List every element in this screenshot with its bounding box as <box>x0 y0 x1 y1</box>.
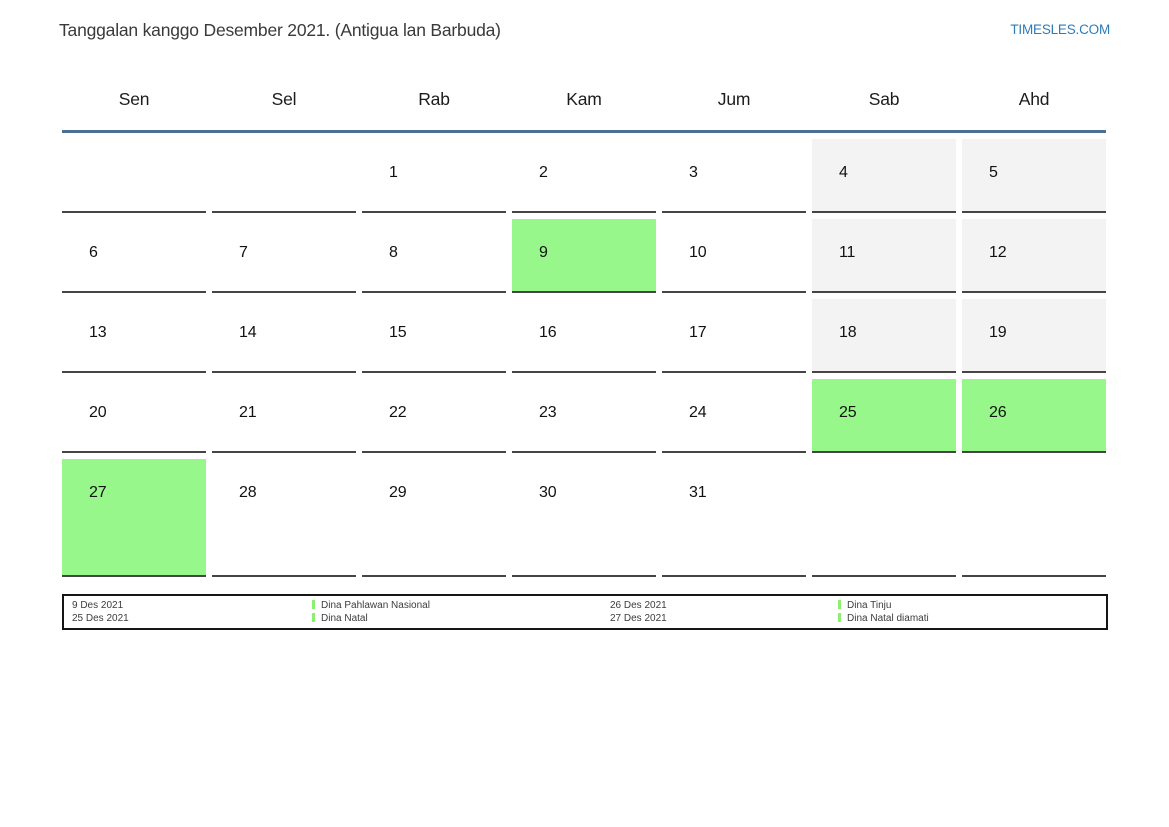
week-row: 6 7 8 9 10 11 12 <box>62 219 1106 293</box>
day-cell-22: 22 <box>362 379 506 453</box>
holiday-marker-icon <box>838 600 841 609</box>
day-cell-29: 29 <box>362 459 506 577</box>
day-cell-empty <box>962 459 1106 577</box>
legend-date: 27 Des 2021 <box>610 613 667 624</box>
day-cell-27: 27 <box>62 459 206 577</box>
legend-holiday-label: Dina Natal diamati <box>847 613 929 624</box>
legend-labels-column: Dina Pahlawan Nasional Dina Natal <box>312 599 430 625</box>
site-link[interactable]: TIMESLES.COM <box>1010 22 1110 37</box>
legend-dates-column: 9 Des 2021 25 Des 2021 <box>72 599 129 625</box>
legend-holiday-entry: Dina Tinju <box>838 599 929 612</box>
day-header-rab: Rab <box>418 88 450 109</box>
holiday-legend: 9 Des 2021 25 Des 2021 Dina Pahlawan Nasio… <box>62 594 1108 630</box>
day-cell-5: 5 <box>962 139 1106 213</box>
day-header-sen: Sen <box>118 88 150 109</box>
day-cell-15: 15 <box>362 299 506 373</box>
day-cell-12: 12 <box>962 219 1106 293</box>
legend-holiday-label: Dina Pahlawan Nasional <box>321 600 430 611</box>
calendar-grid: 1 2 3 4 5 6 7 8 9 10 11 12 13 14 15 16 17 18 19 20 21 22 23 24 2… <box>62 139 1106 577</box>
week-row: 27 28 29 30 31 <box>62 459 1106 577</box>
day-cell-24: 24 <box>662 379 806 453</box>
day-cell-18: 18 <box>812 299 956 373</box>
day-cell-17: 17 <box>662 299 806 373</box>
page-title: Tanggalan kanggo Desember 2021. (Antigua… <box>59 20 501 40</box>
holiday-marker-icon <box>312 613 315 622</box>
day-cell-30: 30 <box>512 459 656 577</box>
holiday-marker-icon <box>312 600 315 609</box>
day-cell-28: 28 <box>212 459 356 577</box>
day-cell-31: 31 <box>662 459 806 577</box>
day-cell-10: 10 <box>662 219 806 293</box>
day-cell-16: 16 <box>512 299 656 373</box>
day-cell-19: 19 <box>962 299 1106 373</box>
day-cell-empty <box>212 139 356 213</box>
day-cell-2: 2 <box>512 139 656 213</box>
calendar: Sen Sel Rab Kam Jum Sab Ahd 1 2 3 4 5 6 7 8 9 10 11 12 13 1… <box>62 68 1106 577</box>
day-cell-11: 11 <box>812 219 956 293</box>
day-cell-21: 21 <box>212 379 356 453</box>
day-cell-8: 8 <box>362 219 506 293</box>
day-cell-3: 3 <box>662 139 806 213</box>
legend-holiday-entry: Dina Natal diamati <box>838 612 929 625</box>
day-cell-4: 4 <box>812 139 956 213</box>
day-cell-23: 23 <box>512 379 656 453</box>
legend-labels-column: Dina Tinju Dina Natal diamati <box>838 599 929 625</box>
day-header-ahd: Ahd <box>1018 88 1050 109</box>
legend-holiday-label: Dina Tinju <box>847 600 892 611</box>
day-header-row: Sen Sel Rab Kam Jum Sab Ahd <box>62 68 1106 133</box>
day-cell-empty <box>62 139 206 213</box>
legend-holiday-entry: Dina Natal <box>312 612 430 625</box>
day-header-jum: Jum <box>717 88 751 109</box>
day-cell-14: 14 <box>212 299 356 373</box>
legend-date: 26 Des 2021 <box>610 600 667 611</box>
day-cell-25: 25 <box>812 379 956 453</box>
day-header-sab: Sab <box>868 88 900 109</box>
day-cell-13: 13 <box>62 299 206 373</box>
legend-dates-column: 26 Des 2021 27 Des 2021 <box>610 599 667 625</box>
day-cell-6: 6 <box>62 219 206 293</box>
top-bar: Tanggalan kanggo Desember 2021. (Antigua… <box>59 20 1110 41</box>
day-cell-empty <box>812 459 956 577</box>
day-header-sel: Sel <box>271 88 297 109</box>
legend-date: 25 Des 2021 <box>72 613 129 624</box>
legend-date: 9 Des 2021 <box>72 600 124 611</box>
holiday-marker-icon <box>838 613 841 622</box>
day-header-kam: Kam <box>566 88 602 109</box>
day-cell-7: 7 <box>212 219 356 293</box>
legend-holiday-label: Dina Natal <box>321 613 368 624</box>
day-cell-20: 20 <box>62 379 206 453</box>
day-cell-26: 26 <box>962 379 1106 453</box>
day-cell-1: 1 <box>362 139 506 213</box>
legend-holiday-entry: Dina Pahlawan Nasional <box>312 599 430 612</box>
week-row: 13 14 15 16 17 18 19 <box>62 299 1106 373</box>
day-cell-9: 9 <box>512 219 656 293</box>
week-row: 20 21 22 23 24 25 26 <box>62 379 1106 453</box>
